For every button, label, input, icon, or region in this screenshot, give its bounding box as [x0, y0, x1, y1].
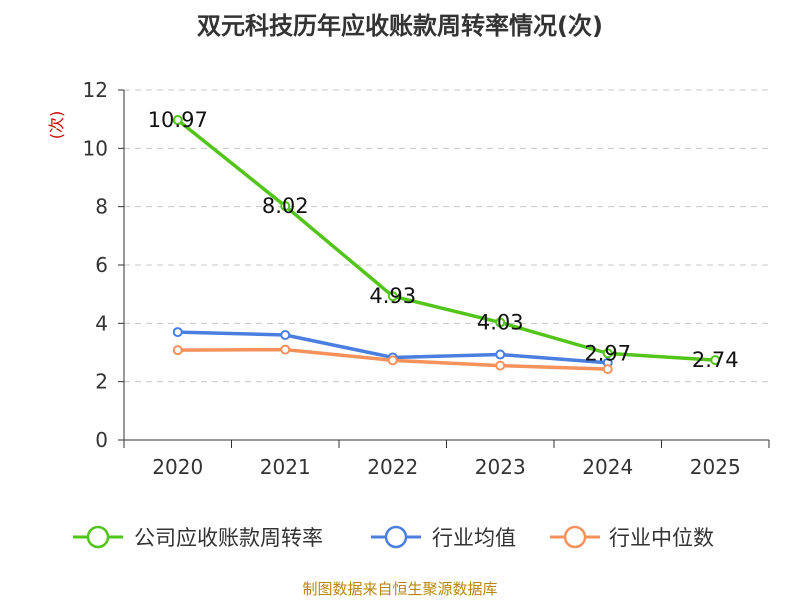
- y-tick-label: 0: [95, 428, 108, 452]
- data-source: 制图数据来自恒生聚源数据库: [302, 580, 498, 598]
- data-point: [387, 355, 398, 366]
- legend-label: 行业中位数: [609, 526, 714, 550]
- legend-marker: [384, 525, 408, 549]
- data-point: [710, 355, 721, 366]
- x-tick-label: 2024: [582, 455, 633, 479]
- data-label: 4.03: [477, 310, 524, 334]
- x-tick-label: 2021: [260, 455, 311, 479]
- legend-label: 行业均值: [432, 526, 516, 550]
- data-label: 8.02: [262, 194, 309, 218]
- data-point: [172, 115, 183, 126]
- data-point: [387, 291, 398, 302]
- y-axis-label: (次): [47, 111, 66, 140]
- legend-marker: [86, 525, 110, 549]
- data-point: [602, 364, 613, 375]
- data-label: 2.74: [692, 348, 739, 372]
- x-tick-label: 2020: [152, 455, 203, 479]
- data-label: 10.97: [148, 108, 208, 132]
- data-point: [280, 201, 291, 212]
- x-tick-label: 2022: [367, 455, 418, 479]
- data-point: [172, 345, 183, 356]
- y-tick-label: 10: [83, 136, 108, 160]
- x-tick-label: 2025: [690, 455, 741, 479]
- data-label: 4.93: [369, 284, 416, 308]
- y-tick-label: 4: [95, 311, 108, 335]
- y-tick-label: 6: [95, 253, 108, 277]
- data-point: [280, 344, 291, 355]
- data-label: 2.97: [584, 341, 631, 365]
- data-point: [172, 327, 183, 338]
- chart-title: 双元科技历年应收账款周转率情况(次): [197, 12, 603, 40]
- data-point: [495, 317, 506, 328]
- y-tick-label: 8: [95, 195, 108, 219]
- legend-marker: [563, 525, 587, 549]
- series-line: [176, 118, 717, 362]
- data-point: [602, 348, 613, 359]
- data-point: [280, 330, 291, 340]
- legend-label: 公司应收账款周转率: [134, 526, 323, 550]
- data-point: [495, 360, 506, 371]
- x-tick-label: 2023: [475, 455, 526, 479]
- y-tick-label: 2: [95, 370, 108, 394]
- y-tick-label: 12: [83, 78, 108, 102]
- data-point: [495, 349, 506, 360]
